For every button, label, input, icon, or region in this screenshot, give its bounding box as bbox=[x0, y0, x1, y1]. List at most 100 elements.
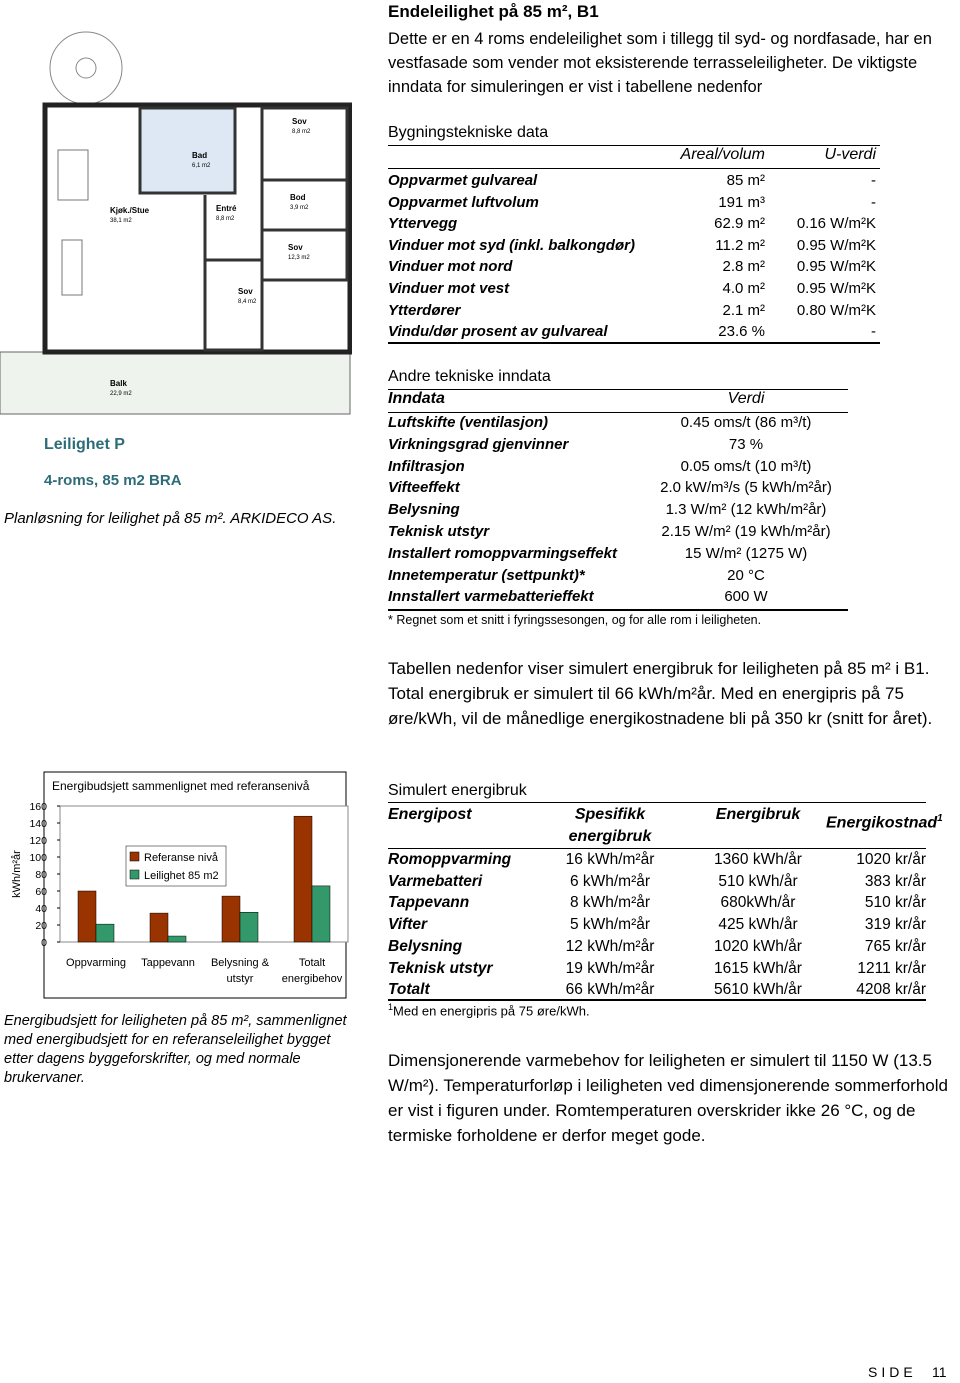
room bbox=[260, 228, 349, 282]
cell: 510 kWh/år bbox=[718, 872, 798, 890]
bar bbox=[77, 890, 97, 943]
cell: - bbox=[871, 323, 876, 341]
cell: 2.0 kW/m³/s (5 kWh/m²år) bbox=[660, 479, 832, 497]
cell: 73 % bbox=[728, 435, 764, 453]
header-text: Energibruk bbox=[715, 806, 801, 823]
cell: 16 kWh/m²år bbox=[565, 851, 655, 868]
y-tick-label: 0 bbox=[41, 937, 47, 949]
row-label: Totalt bbox=[388, 981, 430, 999]
rule bbox=[388, 609, 848, 611]
header-text: Spesifikk energibruk bbox=[568, 806, 652, 845]
rule bbox=[388, 145, 880, 146]
cell: 1020 kWh/år bbox=[714, 937, 802, 955]
cell: 0.95 W/m²K bbox=[796, 236, 876, 254]
intro: Dette er en 4 roms endeleilighet som i t… bbox=[388, 30, 932, 96]
sofa bbox=[61, 239, 83, 296]
cell: 2.1 m² bbox=[722, 301, 765, 319]
y-tick-label: 140 bbox=[29, 818, 47, 830]
legend-label: Referanse nivå bbox=[144, 852, 219, 864]
balcony bbox=[0, 351, 351, 415]
room-name: Entré bbox=[216, 204, 237, 213]
cell: 23.6 % bbox=[718, 323, 765, 341]
cell: 0.80 W/m²K bbox=[796, 301, 876, 319]
footnote-marker: 1 bbox=[937, 813, 943, 824]
column-header: Verdi bbox=[727, 390, 765, 407]
cell: 0.45 oms/t (86 m³/t) bbox=[680, 414, 812, 431]
rule bbox=[388, 999, 926, 1001]
column-header: U-verdi bbox=[824, 146, 876, 163]
row-label: Oppvarmet gulvareal bbox=[388, 172, 538, 189]
y-tick-label: 160 bbox=[29, 801, 47, 813]
legend-label: Leilighet 85 m2 bbox=[144, 870, 219, 882]
rule bbox=[388, 848, 926, 849]
row-label: Installert romoppvarmingseffekt bbox=[388, 544, 617, 562]
y-tick-label: 20 bbox=[35, 920, 47, 932]
stair-core bbox=[75, 57, 97, 79]
column-header: Energikostnad1 bbox=[826, 808, 943, 834]
cell: 765 kr/år bbox=[864, 937, 926, 955]
room-name: Sov bbox=[288, 243, 303, 252]
cell: 11.2 m² bbox=[715, 236, 765, 254]
footnote: 1Med en energipris på 75 øre/kWh. bbox=[388, 1002, 590, 1018]
x-tick-label: Belysning & utstyr bbox=[210, 957, 270, 985]
cell: 1360 kWh/år bbox=[714, 851, 802, 868]
bar bbox=[293, 815, 313, 943]
row-label: Vinduer mot vest bbox=[388, 280, 510, 297]
cell: 0.95 W/m²K bbox=[796, 258, 876, 276]
row-label: Romoppvarming bbox=[388, 851, 512, 868]
row-label: Oppvarmet luftvolum bbox=[388, 193, 539, 211]
cell: 0.95 W/m²K bbox=[796, 280, 876, 297]
cell: 319 kr/år bbox=[864, 916, 926, 934]
header-text: Energikostnad bbox=[826, 814, 938, 832]
cell: 8 kWh/m²år bbox=[569, 894, 651, 912]
y-tick-label: 80 bbox=[35, 869, 47, 881]
room-name: Bad bbox=[192, 151, 207, 160]
row-label: Tappevann bbox=[388, 894, 470, 912]
cell: 4.0 m² bbox=[722, 280, 765, 297]
y-tick-label: 100 bbox=[29, 852, 47, 864]
x-tick-label: Oppvarming bbox=[66, 957, 126, 969]
rule bbox=[388, 389, 848, 390]
cell: - bbox=[871, 172, 876, 189]
cell: 5 kWh/m²år bbox=[569, 916, 651, 934]
bar bbox=[167, 935, 187, 943]
cell: 2.8 m² bbox=[722, 258, 765, 276]
row-label: Vinduer mot nord bbox=[388, 258, 513, 276]
floor-plan: Bad 6,1 m2 Kjøk./Stue 38,1 m2 Entré 8,8 … bbox=[0, 31, 352, 415]
legend-box bbox=[125, 845, 227, 887]
plan-caption: Planløsning for leilighet på 85 m². ARKI… bbox=[4, 510, 337, 527]
cell: 191 m³ bbox=[718, 193, 765, 211]
room-area: 22,9 m2 bbox=[110, 391, 132, 397]
row-label: Vindu/dør prosent av gulvareal bbox=[388, 323, 608, 341]
cell: 1615 kWh/år bbox=[714, 959, 802, 977]
row-label: Vifter bbox=[388, 916, 428, 934]
row-label: Virkningsgrad gjenvinner bbox=[388, 435, 569, 453]
rule bbox=[388, 168, 880, 169]
room-area: 8,4 m2 bbox=[238, 299, 257, 305]
cell: 85 m² bbox=[726, 172, 765, 189]
paragraph: Dimensjonerende varmebehov for leilighet… bbox=[388, 1051, 948, 1145]
table-caption: Andre tekniske inndata bbox=[388, 368, 551, 385]
row-label: Infiltrasjon bbox=[388, 457, 465, 475]
x-tick-label: Tappevann bbox=[141, 957, 195, 969]
apartment-name: Leilighet P bbox=[44, 436, 125, 453]
table-caption: Simulert energibruk bbox=[388, 782, 527, 799]
cell: 6 kWh/m²år bbox=[569, 872, 651, 890]
room-area: 3,9 m2 bbox=[290, 205, 309, 211]
cell: 600 W bbox=[724, 588, 768, 606]
cell: 1020 kr/år bbox=[856, 851, 926, 868]
cell: 383 kr/år bbox=[864, 872, 926, 890]
chart-caption: Energibudsjett for leiligheten på 85 m²,… bbox=[4, 1013, 347, 1086]
cell: 1.3 W/m² (12 kWh/m²år) bbox=[665, 501, 827, 519]
table-caption: Bygningstekniske data bbox=[388, 124, 549, 141]
y-tick-label: 40 bbox=[35, 903, 47, 915]
room-area: 12,3 m2 bbox=[288, 255, 310, 261]
column-header: Energipost bbox=[388, 804, 472, 826]
stair bbox=[49, 31, 123, 105]
paragraph: Tabellen nedenfor viser simulert energib… bbox=[388, 659, 933, 728]
room-area: 38,1 m2 bbox=[110, 218, 132, 224]
cell: 680kWh/år bbox=[720, 894, 796, 912]
header-text: Energipost bbox=[388, 806, 472, 823]
rule bbox=[388, 802, 926, 803]
